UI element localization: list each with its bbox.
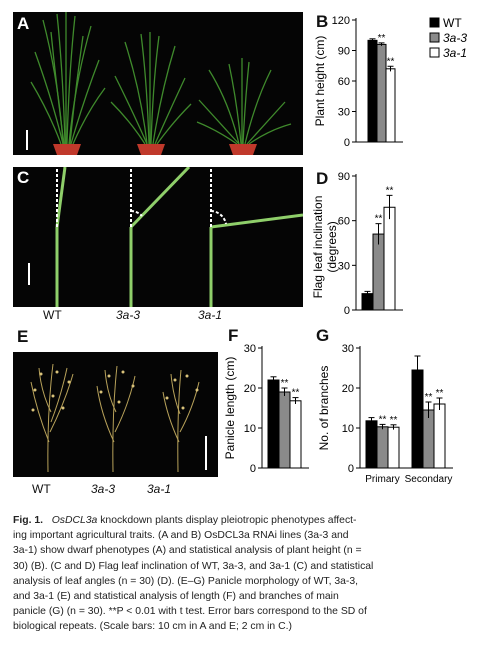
panel-label-e: E [17, 327, 29, 346]
significance-mark: ** [436, 388, 444, 399]
y-tick-label: 30 [244, 343, 256, 355]
scale-bar-a [26, 130, 28, 150]
chart-d-leaf-inclination: Flag leaf inclination(degrees) 0 30 60 90 ** *… [311, 171, 403, 317]
label-c-3a-3: 3a-3 [116, 308, 141, 322]
label-e-3a-3: 3a-3 [91, 482, 116, 496]
panel-e-panicle-photo [13, 352, 218, 477]
caption-line-7: panicle (G) (n = 30). **P < 0.01 with t … [13, 606, 367, 618]
y-axis-label: No. of branches [317, 366, 331, 451]
x-category-label: Primary [365, 474, 399, 485]
legend-label: WT [443, 16, 462, 30]
significance-mark: ** [281, 378, 289, 389]
caption-line-5: analysis of leaf angles (n = 30) (D). (E… [13, 575, 359, 587]
significance-mark: ** [387, 56, 395, 67]
y-tick-label: 60 [338, 76, 350, 88]
caption-line-2: ing important agricultural traits. (A an… [13, 530, 349, 542]
figure-caption: Fig. 1. OsDCL3a knockdown plants display… [13, 513, 475, 635]
y-tick-label: 120 [332, 15, 350, 27]
caption-label: Fig. 1. [13, 515, 44, 526]
caption-line-8: biological repeats. (Scale bars: 10 cm i… [13, 621, 292, 633]
y-tick-label: 10 [244, 423, 256, 435]
bar-3a-1 [385, 68, 396, 143]
y-tick-label: 90 [338, 171, 350, 183]
significance-mark: ** [292, 388, 300, 399]
bar-3a-3 [376, 426, 389, 469]
significance-mark: ** [379, 414, 387, 425]
bar-3a-3 [422, 409, 435, 469]
y-tick-label: 30 [342, 343, 354, 355]
plants-illustration [26, 12, 292, 155]
caption-line-4: 30) (B). (C and D) Flag leaf inclination… [13, 560, 374, 572]
caption-line-1: knockdown plants display pleiotropic phe… [100, 515, 357, 526]
panel-label-d: D [316, 169, 329, 188]
scale-bar-c [28, 263, 30, 285]
significance-mark: ** [386, 185, 394, 196]
bar-WT [361, 293, 374, 311]
panel-label-a: A [17, 14, 30, 33]
bar-3a-3 [372, 233, 385, 311]
plant-3a-3 [110, 32, 192, 155]
label-e-3a-1: 3a-1 [147, 482, 172, 496]
plant-3a-1 [196, 58, 292, 155]
significance-mark: ** [425, 392, 433, 403]
bar-3a-1 [383, 206, 396, 311]
panel-c-leaf-photo [13, 167, 303, 307]
y-tick-label: 0 [344, 137, 350, 149]
plant-wt [30, 12, 106, 155]
y-axis-label-line: Flag leaf inclination [311, 196, 325, 299]
chart-b-plant-height: Plant height (cm) 0 30 60 90 120 ** ** WT3a-33a-… [313, 15, 467, 149]
y-tick-label: 0 [344, 305, 350, 317]
bar-WT [365, 420, 378, 469]
panel-label-f: F [228, 326, 239, 345]
panel-label-c: C [17, 168, 30, 187]
bar-3a-1 [433, 403, 446, 469]
bar-3a-1 [289, 400, 302, 469]
leaf-illustration [28, 167, 303, 307]
label-c-3a-1: 3a-1 [198, 308, 223, 322]
y-tick-label: 20 [342, 383, 354, 395]
y-tick-label: 20 [244, 383, 256, 395]
y-axis-label-line: (degrees) [325, 221, 339, 272]
legend-swatch [429, 17, 440, 28]
panicle-illustration [30, 363, 207, 473]
y-tick-label: 10 [342, 423, 354, 435]
caption-line-3: 3a-1) show dwarf phenotypes (A) and stat… [13, 545, 362, 557]
y-tick-label: 0 [348, 463, 354, 475]
label-c-wt: WT [43, 308, 62, 322]
y-axis-label: Plant height (cm) [313, 36, 327, 127]
y-tick-label: 0 [250, 463, 256, 475]
caption-line-6: and 3a-1 (E) and statistical analysis of… [13, 591, 339, 603]
y-tick-label: 30 [338, 107, 350, 119]
legend-label: 3a-3 [443, 31, 467, 45]
x-category-label: Secondary [405, 474, 453, 485]
bar-WT [411, 369, 424, 469]
significance-mark: ** [375, 214, 383, 225]
bar-3a-1 [387, 426, 400, 469]
panel-label-g: G [316, 326, 330, 345]
bar-3a-3 [278, 391, 291, 469]
bar-WT [267, 379, 280, 469]
caption-gene: OsDCL3a [51, 515, 98, 526]
legend-swatch [429, 47, 440, 58]
panel-label-b: B [316, 12, 329, 31]
y-axis-label: Panicle length (cm) [224, 357, 237, 460]
label-e-wt: WT [32, 482, 51, 496]
bar-WT [367, 39, 378, 143]
y-tick-label: 60 [338, 216, 350, 228]
bar-3a-3 [376, 43, 387, 143]
legend-label: 3a-1 [443, 46, 467, 60]
panel-a-plants-photo [13, 12, 303, 155]
y-tick-label: 90 [338, 46, 350, 58]
legend-swatch [429, 32, 440, 43]
significance-mark: ** [378, 33, 386, 44]
scale-bar-e [205, 436, 207, 470]
chart-f-panicle-length: Panicle length (cm) 0 10 20 30 **** [224, 343, 309, 475]
y-tick-label: 30 [338, 260, 350, 272]
significance-mark: ** [390, 415, 398, 426]
y-axis-label: Flag leaf inclination(degrees) [311, 196, 339, 299]
